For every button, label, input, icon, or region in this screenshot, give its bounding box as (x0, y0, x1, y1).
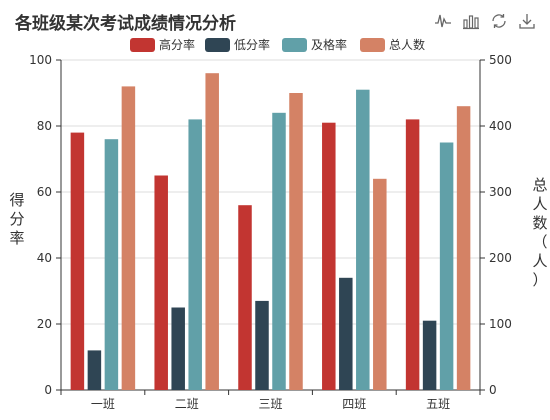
y-right-tick-label: 0 (489, 383, 497, 397)
y-left-tick-label: 80 (37, 119, 52, 133)
y-right-axis-name: 总人数（人） (532, 176, 547, 289)
y-right-tick-label: 500 (489, 53, 512, 67)
bar[interactable] (238, 205, 252, 390)
x-tick-label: 二班 (175, 397, 199, 411)
bar[interactable] (339, 277, 353, 390)
x-tick-label: 五班 (426, 397, 450, 411)
bar[interactable] (121, 86, 136, 391)
y-left-tick-label: 20 (37, 317, 52, 331)
download-icon[interactable] (518, 12, 536, 30)
y-right-tick-label: 100 (489, 317, 512, 331)
legend-swatch[interactable] (282, 38, 307, 52)
legend-swatch[interactable] (130, 38, 155, 52)
bar[interactable] (272, 112, 286, 391)
bar[interactable] (456, 106, 471, 390)
bar[interactable] (405, 119, 420, 391)
chart-title: 各班级某次考试成绩情况分析 (15, 14, 236, 34)
bar[interactable] (87, 350, 102, 390)
y-left-tick-label: 100 (29, 53, 52, 67)
legend-swatch[interactable] (360, 38, 385, 52)
bar[interactable] (373, 178, 387, 390)
bar[interactable] (439, 142, 454, 391)
bar[interactable] (255, 300, 269, 390)
y-left-tick-label: 0 (44, 383, 52, 397)
bar[interactable] (356, 89, 370, 390)
legend-swatch[interactable] (205, 38, 230, 52)
legend-label: 及格率 (311, 37, 347, 52)
y-right-tick-label: 400 (489, 119, 512, 133)
bar[interactable] (188, 119, 202, 391)
legend-label: 总人数 (389, 37, 425, 52)
y-left-axis-name: 得分率 (9, 191, 24, 247)
bar[interactable] (171, 307, 185, 391)
x-tick-label: 一班 (91, 397, 115, 411)
restore-icon[interactable] (490, 12, 508, 30)
legend-label: 低分率 (234, 37, 270, 52)
y-right-tick-label: 300 (489, 185, 512, 199)
bar[interactable] (154, 175, 168, 391)
bar[interactable] (289, 93, 303, 390)
bar[interactable] (205, 73, 219, 390)
y-left-tick-label: 60 (37, 185, 52, 199)
bar-chart-icon[interactable] (462, 12, 480, 30)
legend-label: 高分率 (159, 37, 195, 52)
line-chart-icon[interactable] (434, 12, 452, 30)
x-tick-label: 四班 (342, 397, 366, 411)
bar[interactable] (322, 122, 336, 390)
y-left-tick-label: 40 (37, 251, 52, 265)
bar[interactable] (70, 132, 85, 390)
bar[interactable] (422, 320, 437, 390)
y-right-tick-label: 200 (489, 251, 512, 265)
toolbox (434, 12, 536, 30)
bar[interactable] (104, 139, 119, 390)
x-tick-label: 三班 (258, 397, 282, 411)
